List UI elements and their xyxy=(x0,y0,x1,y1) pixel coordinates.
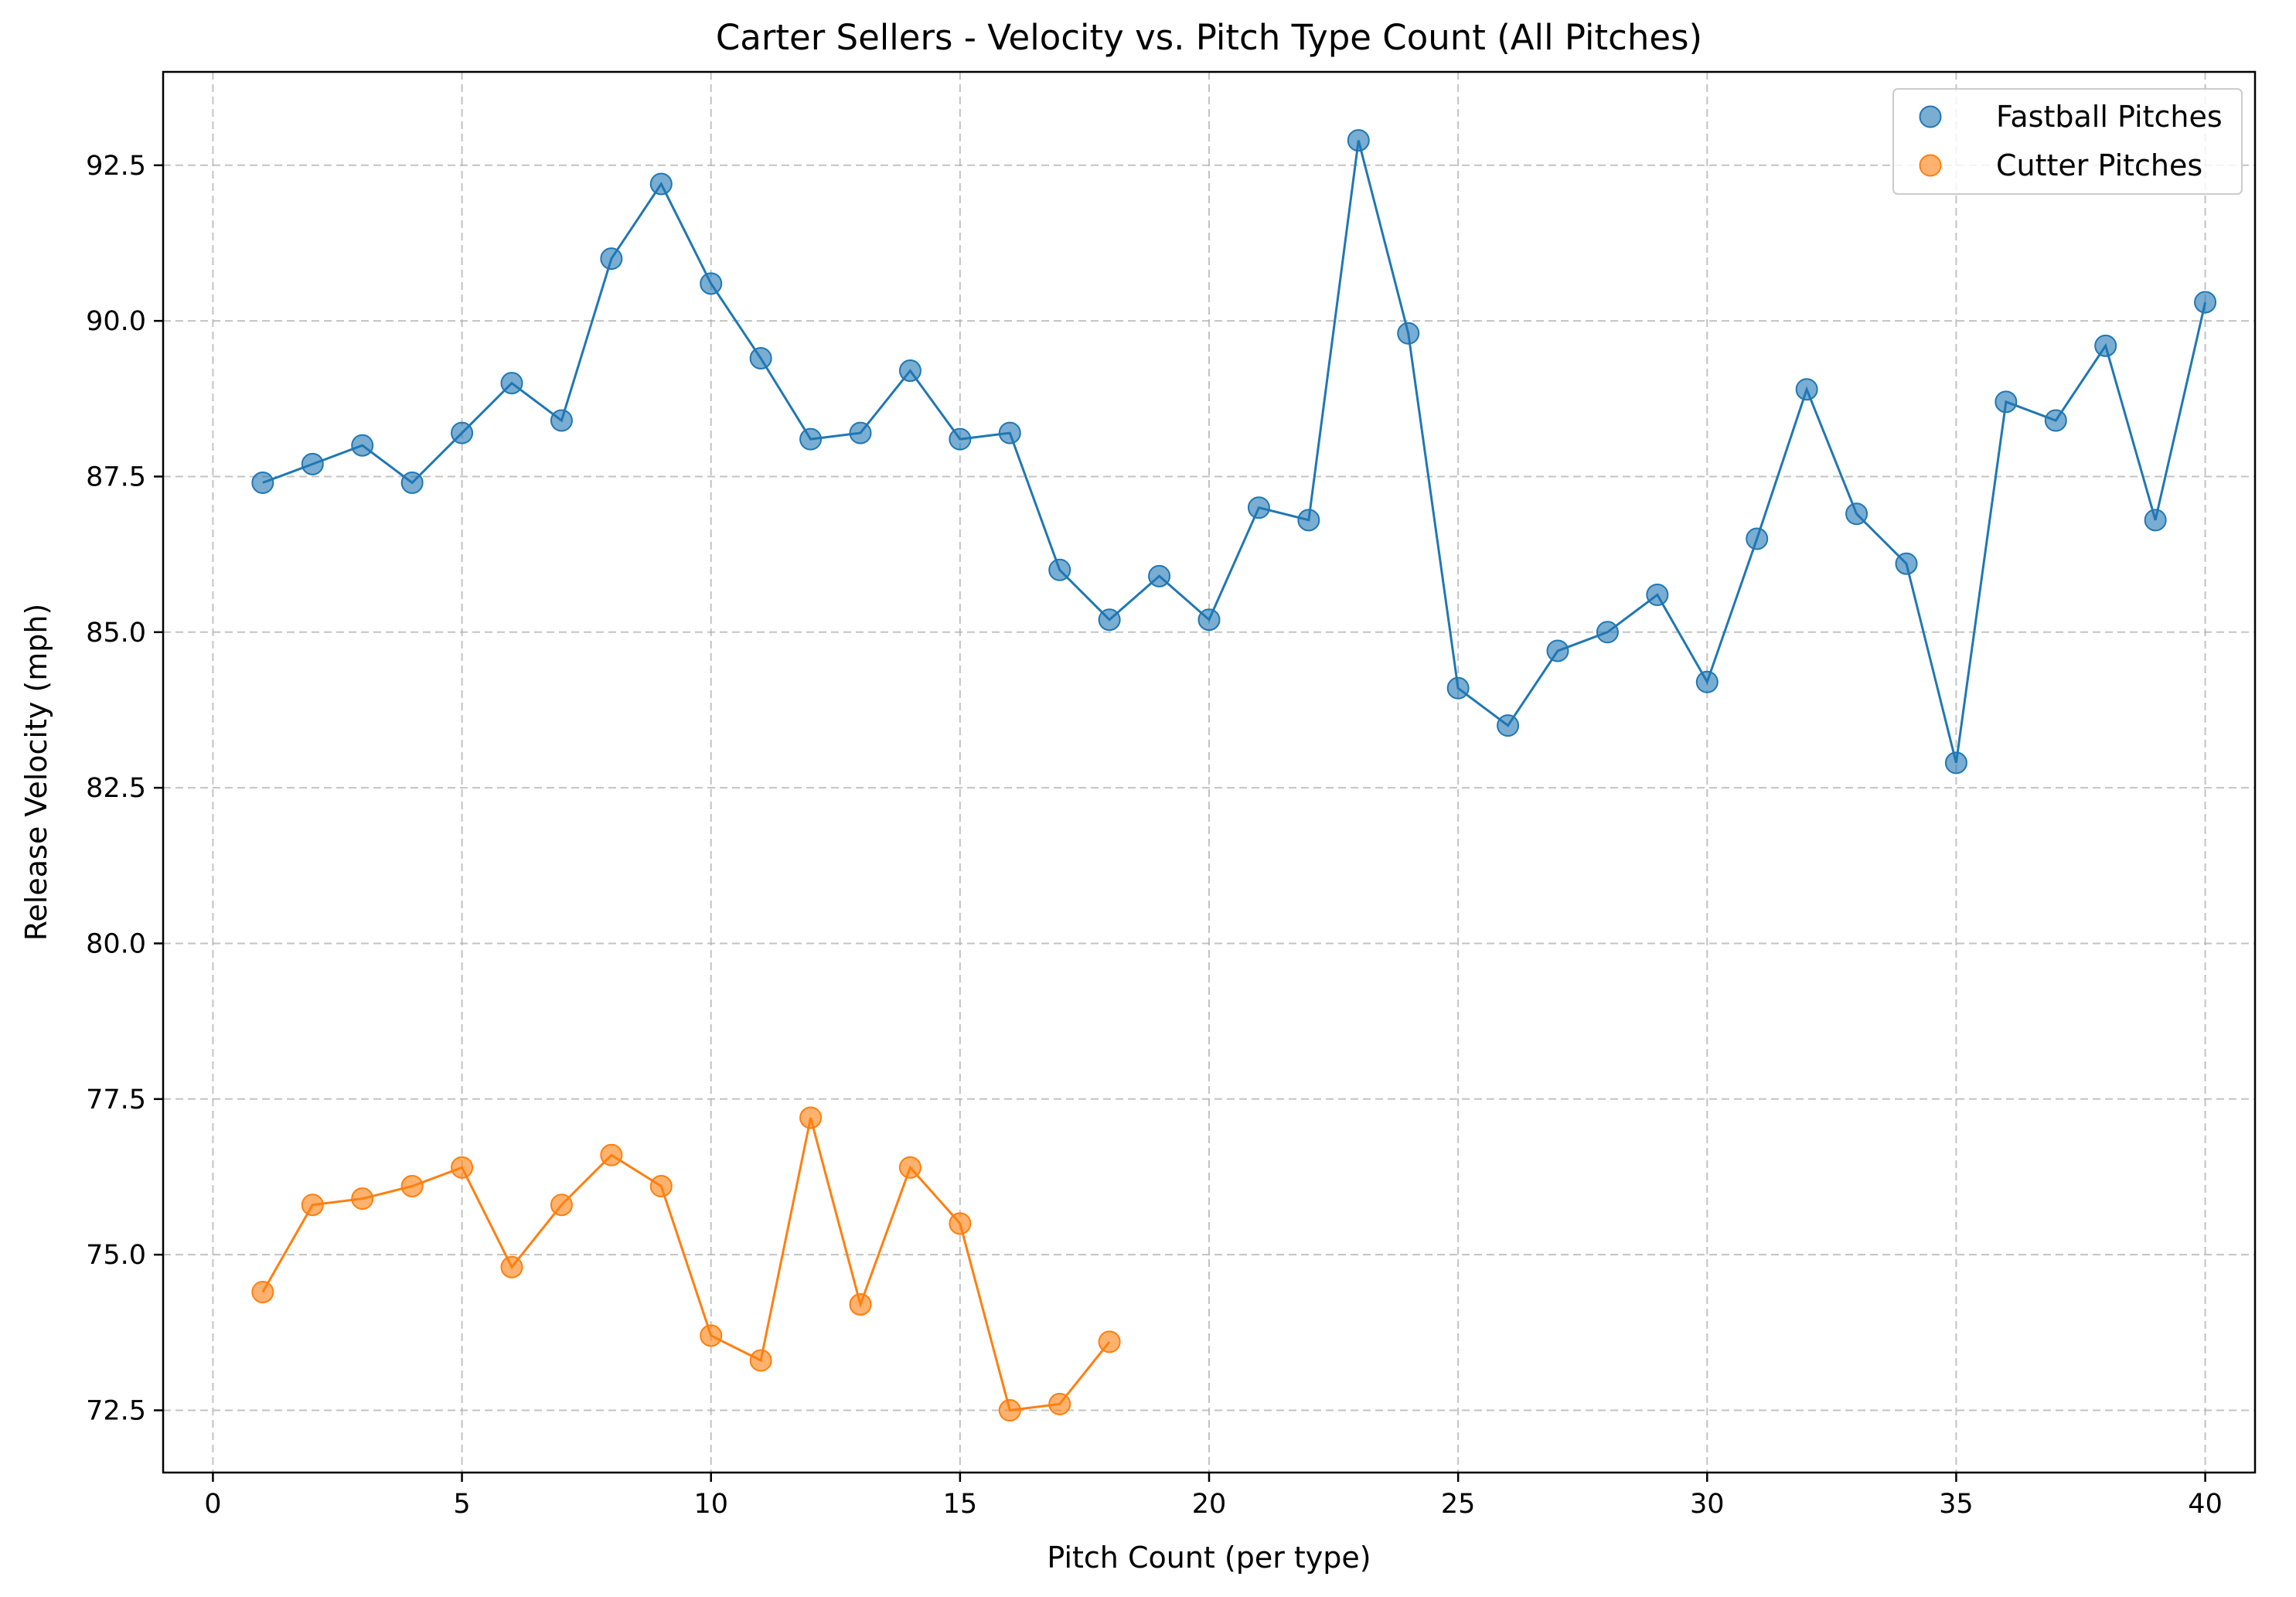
chart-title: Carter Sellers - Velocity vs. Pitch Type… xyxy=(716,17,1702,58)
data-point xyxy=(2094,334,2117,357)
data-point xyxy=(949,1212,972,1235)
x-axis-ticks: 0 5 10 15 20 25 30 35 40 xyxy=(204,1473,2223,1520)
x-tick-label: 25 xyxy=(1441,1489,1476,1520)
x-tick-label: 40 xyxy=(2188,1489,2223,1520)
data-point xyxy=(251,1280,274,1303)
data-point xyxy=(898,359,921,383)
x-tick-label: 0 xyxy=(204,1489,221,1520)
data-point xyxy=(351,1187,374,1211)
data-point xyxy=(1695,670,1719,693)
data-point xyxy=(949,427,972,451)
data-point xyxy=(1497,714,1520,737)
data-point xyxy=(1397,322,1420,345)
data-point xyxy=(1895,552,1918,575)
data-point xyxy=(799,427,823,451)
data-point xyxy=(500,372,523,395)
data-point xyxy=(400,472,424,495)
data-point xyxy=(749,1349,772,1372)
y-tick-label: 90.0 xyxy=(86,306,146,337)
x-axis-title: Pitch Count (per type) xyxy=(1047,1541,1371,1575)
series-1 xyxy=(251,1106,1121,1422)
y-tick-label: 82.5 xyxy=(86,773,146,804)
grid-lines xyxy=(163,72,2255,1473)
data-point xyxy=(998,421,1021,444)
data-point xyxy=(1098,608,1121,632)
data-point xyxy=(1845,502,1868,526)
x-tick-label: 30 xyxy=(1690,1489,1725,1520)
y-tick-label: 77.5 xyxy=(86,1085,146,1115)
data-point xyxy=(1746,527,1769,550)
y-tick-label: 85.0 xyxy=(86,618,146,649)
series-0 xyxy=(251,129,2217,775)
data-point xyxy=(550,409,573,432)
data-point xyxy=(1546,639,1569,662)
y-tick-label: 92.5 xyxy=(86,151,146,182)
legend-label: Fastball Pitches xyxy=(1996,100,2223,134)
x-tick-label: 35 xyxy=(1939,1489,1974,1520)
data-point xyxy=(1048,558,1071,581)
data-point xyxy=(451,1156,474,1179)
data-point xyxy=(1995,390,2018,414)
data-point xyxy=(2144,509,2167,532)
data-point xyxy=(700,272,723,295)
series-line xyxy=(262,140,2207,764)
data-point xyxy=(400,1175,424,1198)
data-point xyxy=(301,1193,324,1217)
data-point xyxy=(251,472,274,495)
data-point xyxy=(1148,564,1171,587)
data-point xyxy=(2194,291,2217,314)
data-point xyxy=(998,1398,1021,1422)
data-point xyxy=(799,1106,823,1129)
legend-label: Cutter Pitches xyxy=(1996,148,2202,182)
data-point xyxy=(1944,751,1967,775)
data-point xyxy=(1596,621,1619,644)
data-point xyxy=(1347,129,1370,152)
data-point xyxy=(1048,1392,1071,1415)
data-point xyxy=(1297,509,1320,532)
y-tick-label: 87.5 xyxy=(86,461,146,492)
data-point xyxy=(351,434,374,457)
data-point xyxy=(849,421,872,444)
series-layer xyxy=(251,129,2217,1422)
data-point xyxy=(1446,676,1470,700)
data-point xyxy=(301,452,324,475)
data-point xyxy=(451,421,474,444)
legend-marker xyxy=(1919,105,1942,128)
data-point xyxy=(1098,1330,1121,1354)
data-point xyxy=(2044,409,2067,432)
data-point xyxy=(1795,378,1818,401)
x-tick-label: 10 xyxy=(693,1489,728,1520)
data-point xyxy=(700,1324,723,1347)
data-point xyxy=(849,1293,872,1316)
y-tick-label: 72.5 xyxy=(86,1395,146,1426)
data-point xyxy=(1646,583,1669,606)
data-point xyxy=(1197,608,1221,632)
x-tick-label: 15 xyxy=(943,1489,978,1520)
x-tick-label: 20 xyxy=(1192,1489,1227,1520)
data-point xyxy=(600,247,623,271)
data-point xyxy=(749,346,772,369)
data-point xyxy=(649,1175,673,1198)
y-tick-label: 75.0 xyxy=(86,1240,146,1271)
legend-marker xyxy=(1919,154,1942,177)
y-axis-title: Release Velocity (mph) xyxy=(19,604,53,942)
data-point xyxy=(600,1143,623,1166)
data-point xyxy=(649,172,673,196)
legend-box xyxy=(1892,88,2243,195)
data-point xyxy=(550,1193,573,1217)
y-tick-label: 80.0 xyxy=(86,928,146,959)
y-axis-ticks: 72.5 75.0 77.5 80.0 82.5 85.0 87.5 90.0 92.5 xyxy=(86,151,163,1426)
legend: Fastball Pitches Cutter Pitches xyxy=(1892,88,2243,195)
data-point xyxy=(500,1255,523,1279)
data-point xyxy=(898,1156,921,1179)
data-point xyxy=(1247,496,1270,519)
x-tick-label: 5 xyxy=(453,1489,470,1520)
